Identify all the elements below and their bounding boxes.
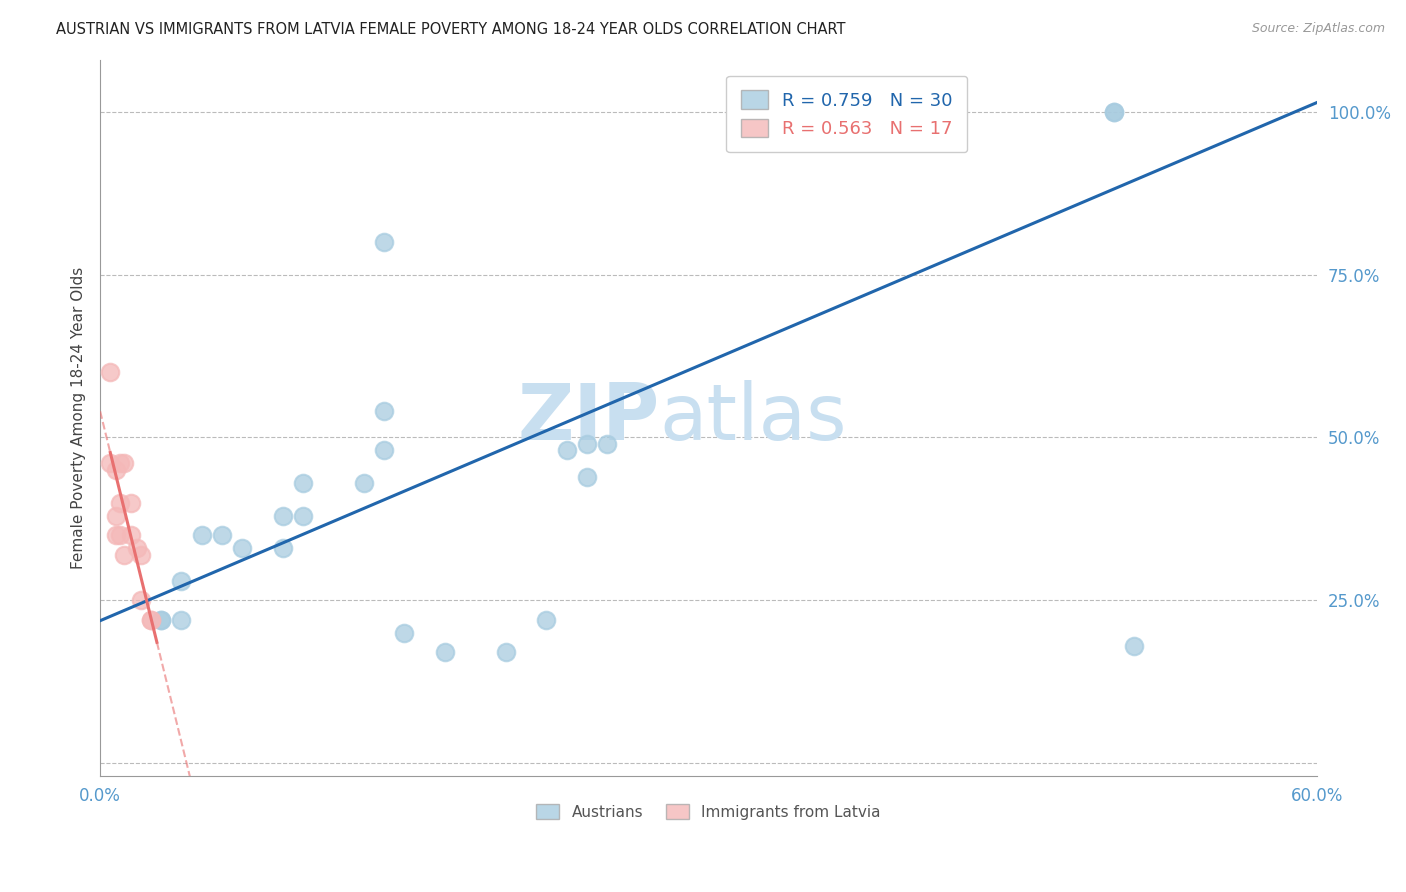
Point	[110, 495, 132, 509]
Point	[125, 541, 148, 556]
Point	[190, 528, 212, 542]
Text: Source: ZipAtlas.com: Source: ZipAtlas.com	[1251, 22, 1385, 36]
Point	[921, 104, 943, 119]
Point	[139, 613, 162, 627]
Point	[373, 404, 395, 418]
Point	[1102, 104, 1125, 119]
Point	[859, 104, 882, 119]
Point	[98, 457, 121, 471]
Point	[373, 443, 395, 458]
Point	[394, 625, 416, 640]
Point	[149, 613, 172, 627]
Text: atlas: atlas	[659, 380, 848, 456]
Point	[98, 365, 121, 379]
Point	[129, 593, 152, 607]
Point	[120, 495, 142, 509]
Point	[900, 104, 922, 119]
Y-axis label: Female Poverty Among 18-24 Year Olds: Female Poverty Among 18-24 Year Olds	[72, 267, 86, 569]
Point	[114, 457, 136, 471]
Point	[1123, 639, 1146, 653]
Point	[575, 469, 598, 483]
Point	[139, 613, 162, 627]
Point	[231, 541, 253, 556]
Point	[271, 541, 294, 556]
Point	[596, 437, 619, 451]
Point	[291, 508, 314, 523]
Point	[1102, 104, 1125, 119]
Point	[536, 613, 558, 627]
Point	[353, 476, 375, 491]
Point	[271, 508, 294, 523]
Point	[105, 528, 128, 542]
Point	[110, 528, 132, 542]
Point	[110, 457, 132, 471]
Point	[170, 613, 193, 627]
Point	[129, 548, 152, 562]
Point	[900, 104, 922, 119]
Point	[120, 528, 142, 542]
Point	[170, 574, 193, 588]
Point	[575, 437, 598, 451]
Legend: Austrians, Immigrants from Latvia: Austrians, Immigrants from Latvia	[530, 797, 887, 826]
Text: ZIP: ZIP	[517, 380, 659, 456]
Point	[495, 645, 517, 659]
Point	[555, 443, 578, 458]
Text: AUSTRIAN VS IMMIGRANTS FROM LATVIA FEMALE POVERTY AMONG 18-24 YEAR OLDS CORRELAT: AUSTRIAN VS IMMIGRANTS FROM LATVIA FEMAL…	[56, 22, 846, 37]
Point	[373, 235, 395, 249]
Point	[211, 528, 233, 542]
Point	[105, 508, 128, 523]
Point	[114, 548, 136, 562]
Point	[149, 613, 172, 627]
Point	[433, 645, 456, 659]
Point	[105, 463, 128, 477]
Point	[291, 476, 314, 491]
